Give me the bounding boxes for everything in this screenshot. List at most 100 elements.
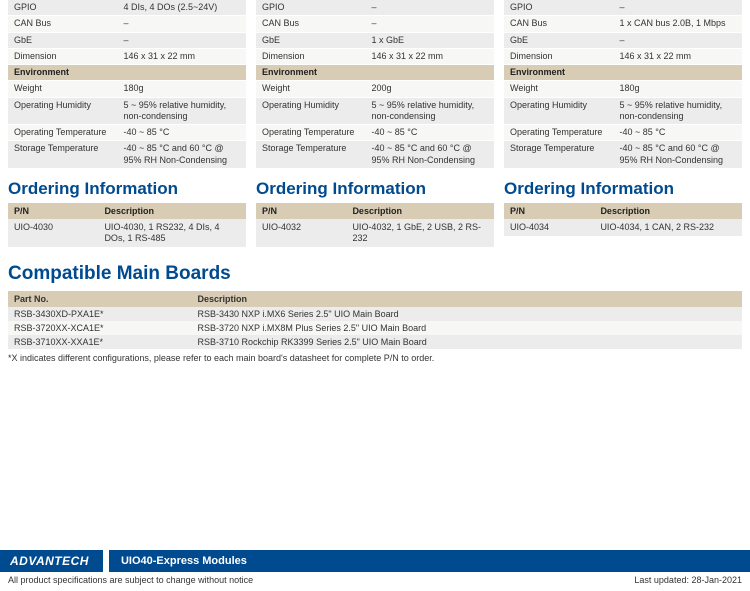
env-key: Storage Temperature [256, 141, 365, 169]
order-title-1: Ordering Information [256, 179, 494, 199]
desc-header: Description [346, 203, 494, 219]
spec-row: GPIO– [256, 0, 494, 16]
env-key: Storage Temperature [8, 141, 117, 169]
pn-cell: UIO-4034 [504, 219, 594, 236]
desc-header: Description [98, 203, 246, 219]
spec-val: – [117, 32, 246, 48]
env-val: 180g [613, 81, 742, 97]
spec-val: – [613, 32, 742, 48]
desc-header: Description [594, 203, 742, 219]
last-updated: Last updated: 28-Jan-2021 [634, 575, 742, 585]
spec-row: Dimension146 x 31 x 22 mm [8, 48, 246, 64]
spec-val: 146 x 31 x 22 mm [613, 48, 742, 64]
env-row: Storage Temperature-40 ~ 85 °C and 60 °C… [256, 141, 494, 169]
spec-key: GbE [8, 32, 117, 48]
spec-val: – [365, 16, 494, 32]
env-key: Operating Temperature [504, 125, 613, 141]
pn-header: P/N [504, 203, 594, 219]
spec-row: GPIO4 DIs, 4 DOs (2.5~24V) [8, 0, 246, 16]
env-val: 5 ~ 95% relative humidity, non-condensin… [613, 97, 742, 125]
footer-subtitle: UIO40-Express Modules [103, 550, 259, 572]
spec-val: – [613, 0, 742, 16]
env-key: Weight [256, 81, 365, 97]
spec-body-0: GPIO4 DIs, 4 DOs (2.5~24V)CAN Bus–GbE–Di… [8, 0, 246, 168]
compat-desc: RSB-3430 NXP i.MX6 Series 2.5" UIO Main … [192, 307, 743, 321]
brand-logo: ADVANTECH [0, 550, 103, 572]
spec-row: Dimension146 x 31 x 22 mm [504, 48, 742, 64]
env-val: 5 ~ 95% relative humidity, non-condensin… [117, 97, 246, 125]
spec-table-1: GPIO–CAN Bus–GbE1 x GbEDimension146 x 31… [256, 0, 494, 169]
env-label: Environment [504, 65, 742, 81]
spec-key: CAN Bus [256, 16, 365, 32]
pn-header: P/N [8, 203, 98, 219]
order-title-2: Ordering Information [504, 179, 742, 199]
compat-pn: RSB-3710XX-XXA1E* [8, 335, 192, 349]
desc-cell: UIO-4030, 1 RS232, 4 DIs, 4 DOs, 1 RS-48… [98, 219, 246, 248]
env-key: Weight [8, 81, 117, 97]
pn-cell: UIO-4032 [256, 219, 346, 248]
spec-key: GPIO [256, 0, 365, 16]
compat-body: RSB-3430XD-PXA1E*RSB-3430 NXP i.MX6 Seri… [8, 307, 742, 349]
env-key: Operating Humidity [504, 97, 613, 125]
order-table-1: P/NDescription UIO-4032UIO-4032, 1 GbE, … [256, 203, 494, 248]
env-row: Operating Temperature-40 ~ 85 °C [8, 125, 246, 141]
compat-desc: RSB-3710 Rockchip RK3399 Series 2.5" UIO… [192, 335, 743, 349]
env-val: 180g [117, 81, 246, 97]
env-row: Operating Humidity5 ~ 95% relative humid… [504, 97, 742, 125]
env-val: -40 ~ 85 °C [365, 125, 494, 141]
spec-row: Dimension146 x 31 x 22 mm [256, 48, 494, 64]
col-2: GPIO–CAN Bus1 x CAN bus 2.0B, 1 MbpsGbE–… [504, 0, 742, 247]
compat-pn: RSB-3430XD-PXA1E* [8, 307, 192, 321]
spec-key: Dimension [504, 48, 613, 64]
spec-row: CAN Bus1 x CAN bus 2.0B, 1 Mbps [504, 16, 742, 32]
spec-val: 4 DIs, 4 DOs (2.5~24V) [117, 0, 246, 16]
footer: ADVANTECH UIO40-Express Modules All prod… [0, 550, 750, 591]
env-key: Operating Humidity [256, 97, 365, 125]
spec-val: 1 x GbE [365, 32, 494, 48]
spec-row: GbE– [8, 32, 246, 48]
env-key: Operating Temperature [8, 125, 117, 141]
desc-cell: UIO-4034, 1 CAN, 2 RS-232 [594, 219, 742, 236]
env-row: Operating Temperature-40 ~ 85 °C [504, 125, 742, 141]
env-row: Weight180g [504, 81, 742, 97]
compat-title: Compatible Main Boards [8, 263, 742, 285]
order-table-0: P/NDescription UIO-4030UIO-4030, 1 RS232… [8, 203, 246, 248]
compat-desc: RSB-3720 NXP i.MX8M Plus Series 2.5" UIO… [192, 321, 743, 335]
spec-row: CAN Bus– [8, 16, 246, 32]
footer-bar: ADVANTECH UIO40-Express Modules [0, 550, 750, 572]
env-row: Storage Temperature-40 ~ 85 °C and 60 °C… [8, 141, 246, 169]
env-key: Operating Humidity [8, 97, 117, 125]
spec-key: GbE [256, 32, 365, 48]
col-0: GPIO4 DIs, 4 DOs (2.5~24V)CAN Bus–GbE–Di… [8, 0, 246, 247]
env-header: Environment [256, 65, 494, 81]
spec-key: Dimension [256, 48, 365, 64]
spec-val: 1 x CAN bus 2.0B, 1 Mbps [613, 16, 742, 32]
env-key: Weight [504, 81, 613, 97]
pn-cell: UIO-4030 [8, 219, 98, 248]
env-row: Weight200g [256, 81, 494, 97]
compat-row: RSB-3430XD-PXA1E*RSB-3430 NXP i.MX6 Seri… [8, 307, 742, 321]
env-key: Operating Temperature [256, 125, 365, 141]
spec-body-1: GPIO–CAN Bus–GbE1 x GbEDimension146 x 31… [256, 0, 494, 168]
compat-row: RSB-3710XX-XXA1E*RSB-3710 Rockchip RK339… [8, 335, 742, 349]
env-row: Operating Humidity5 ~ 95% relative humid… [256, 97, 494, 125]
col-1: GPIO–CAN Bus–GbE1 x GbEDimension146 x 31… [256, 0, 494, 247]
spec-val: – [365, 0, 494, 16]
spec-body-2: GPIO–CAN Bus1 x CAN bus 2.0B, 1 MbpsGbE–… [504, 0, 742, 168]
desc-cell: UIO-4032, 1 GbE, 2 USB, 2 RS-232 [346, 219, 494, 248]
env-val: -40 ~ 85 °C and 60 °C @ 95% RH Non-Conde… [613, 141, 742, 169]
pn-header: P/N [256, 203, 346, 219]
spec-table-2: GPIO–CAN Bus1 x CAN bus 2.0B, 1 MbpsGbE–… [504, 0, 742, 169]
env-row: Operating Temperature-40 ~ 85 °C [256, 125, 494, 141]
spec-key: CAN Bus [504, 16, 613, 32]
env-val: -40 ~ 85 °C and 60 °C @ 95% RH Non-Conde… [365, 141, 494, 169]
spec-table-0: GPIO4 DIs, 4 DOs (2.5~24V)CAN Bus–GbE–Di… [8, 0, 246, 169]
subtitle-wrap: UIO40-Express Modules [103, 550, 750, 572]
env-header: Environment [8, 65, 246, 81]
spec-key: GbE [504, 32, 613, 48]
env-val: 200g [365, 81, 494, 97]
spec-row: GbE– [504, 32, 742, 48]
spec-key: Dimension [8, 48, 117, 64]
env-val: 5 ~ 95% relative humidity, non-condensin… [365, 97, 494, 125]
spec-val: – [117, 16, 246, 32]
